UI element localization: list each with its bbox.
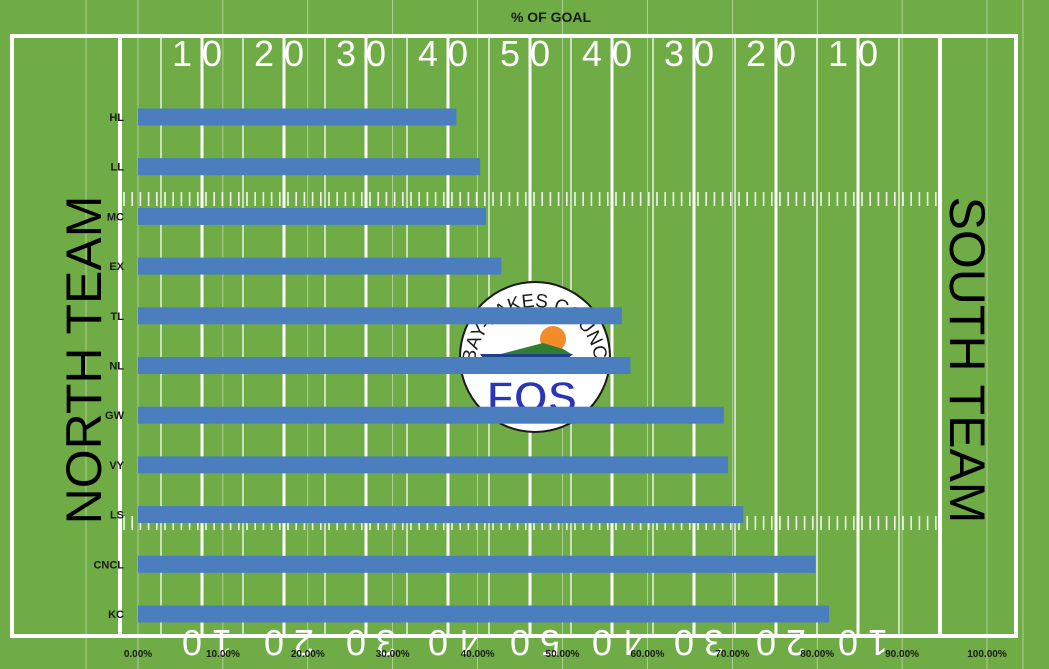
category-label: CNCL — [93, 559, 124, 571]
category-label: EX — [109, 261, 124, 273]
bar — [138, 357, 631, 374]
yard-number-top: 40 — [418, 33, 478, 74]
x-tick-label: 80.00% — [800, 649, 834, 660]
x-tick-label: 10.00% — [206, 649, 240, 660]
yard-number-top: 20 — [254, 33, 314, 74]
field-boundary — [10, 34, 1018, 638]
north-team-label: NORTH TEAM — [56, 196, 112, 525]
team-labels: NORTH TEAM SOUTH TEAM — [56, 196, 995, 525]
bars — [138, 108, 830, 623]
yard-number-top: 20 — [746, 33, 806, 74]
bar — [138, 207, 487, 225]
category-label: TL — [111, 311, 125, 323]
x-tick-label: 90.00% — [885, 649, 919, 660]
yard-number-bottom: 50 — [500, 622, 560, 663]
bar — [138, 506, 744, 524]
south-team-label: SOUTH TEAM — [939, 197, 995, 524]
x-tick-label: 50.00% — [546, 649, 580, 660]
yard-number-bottom: 30 — [664, 622, 724, 663]
category-label: LL — [111, 162, 125, 174]
yard-number-top: 40 — [582, 33, 642, 74]
x-tick-label: 40.00% — [461, 649, 495, 660]
x-tick-label: 0.00% — [124, 649, 152, 660]
bar — [138, 158, 481, 176]
yard-number-bottom: 30 — [336, 622, 396, 663]
yard-number-bottom: 40 — [418, 622, 478, 663]
x-tick-label: 20.00% — [291, 649, 325, 660]
x-tick-label: 60.00% — [630, 649, 664, 660]
x-tick-label: 100.00% — [967, 649, 1007, 660]
bar — [138, 555, 816, 573]
x-tick-label: 30.00% — [376, 649, 410, 660]
yard-number-top: 10 — [828, 33, 888, 74]
category-label: MC — [107, 211, 124, 223]
bar — [138, 406, 724, 424]
category-label: KC — [108, 609, 124, 621]
category-label: NL — [109, 361, 124, 373]
hills-icon — [497, 343, 573, 355]
yard-number-top: 50 — [500, 33, 560, 74]
category-label: HL — [109, 112, 124, 124]
category-label: LS — [110, 510, 124, 522]
yard-number-top: 30 — [336, 33, 396, 74]
bar — [138, 108, 457, 126]
yard-number-top: 30 — [664, 33, 724, 74]
yard-numbers: 10 10 20 20 30 30 40 40 50 50 40 40 30 30 20 20 10 10 — [172, 33, 888, 663]
bar — [138, 307, 622, 325]
category-labels: HL LL MC EX TL NL GW VY LS CNCL KC — [93, 112, 124, 621]
bar — [138, 257, 502, 275]
yard-number-bottom: 10 — [172, 622, 232, 663]
yard-number-bottom: 10 — [828, 622, 888, 663]
yard-number-bottom: 20 — [746, 622, 806, 663]
x-tick-label: 70.00% — [715, 649, 749, 660]
bar — [138, 456, 729, 474]
x-axis-tick-labels: 0.00% 10.00% 20.00% 30.00% 40.00% 50.00% 60.00… — [124, 649, 1007, 660]
yard-number-top: 10 — [172, 33, 232, 74]
yard-number-bottom: 40 — [582, 622, 642, 663]
chart-title: % OF GOAL — [511, 9, 592, 25]
bar — [138, 605, 830, 623]
yard-number-bottom: 20 — [254, 622, 314, 663]
category-label: GW — [105, 410, 125, 422]
category-label: VY — [109, 460, 124, 472]
